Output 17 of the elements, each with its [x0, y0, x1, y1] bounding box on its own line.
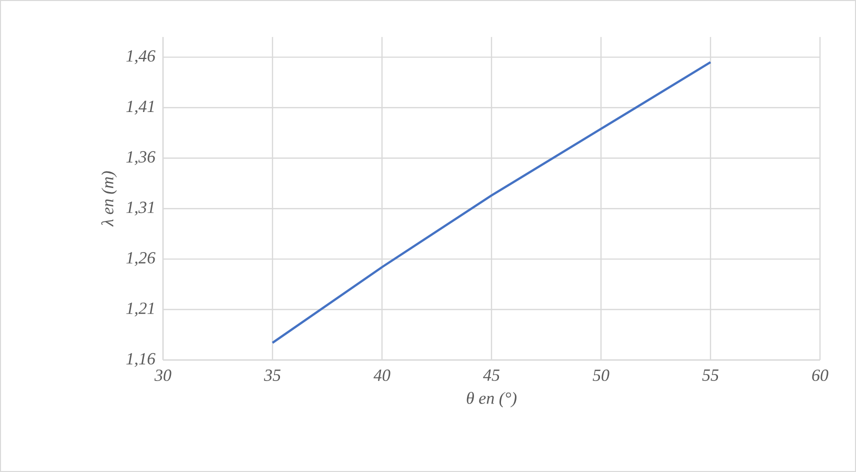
x-tick-label: 50 — [592, 370, 610, 382]
y-tick-label: 1,41 — [126, 100, 154, 115]
y-tick-label: 1,31 — [126, 202, 154, 216]
x-axis-title: θ en (°) — [466, 392, 516, 408]
y-axis-title: λ en (m) — [101, 171, 117, 227]
x-tick-label: 45 — [483, 370, 500, 381]
y-tick-label: 1,46 — [126, 50, 156, 64]
x-tick-label: 35 — [264, 370, 281, 381]
x-tick-label: 40 — [374, 370, 390, 382]
x-tick-label: 60 — [812, 370, 828, 382]
x-tick-label: 30 — [154, 370, 172, 382]
line-series — [271, 61, 712, 344]
y-tick-label: 1,16 — [126, 353, 156, 367]
y-tick-label: 1,26 — [126, 252, 156, 266]
y-tick-label: 1,21 — [126, 302, 154, 316]
y-tick-label: 1,36 — [126, 151, 156, 166]
x-tick-label: 55 — [702, 370, 719, 381]
